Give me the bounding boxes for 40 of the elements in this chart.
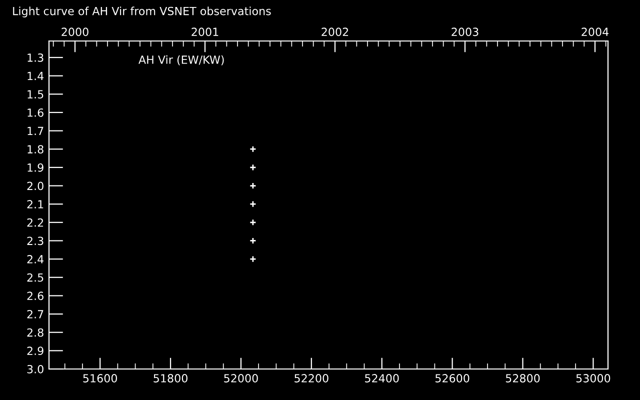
point xyxy=(249,200,256,208)
y-tick-label: 1.6 xyxy=(28,108,44,117)
y-tick-label: 1.4 xyxy=(28,72,44,80)
x2-tick-label: 2003 xyxy=(452,28,478,36)
y-tick-label: 2.3 xyxy=(27,236,44,246)
x-tick-label: 51800 xyxy=(154,374,188,382)
x2-tick-label: 2002 xyxy=(322,28,348,36)
y-tick-label: 2.6 xyxy=(27,292,44,300)
chart-title: Light curve of AH Vir from VSNET observations xyxy=(13,6,271,18)
y-tick-label: 2.2 xyxy=(27,218,44,227)
x2-tick-label: 2000 xyxy=(62,28,88,36)
point xyxy=(249,256,256,263)
x2-tick-label: 2004 xyxy=(582,28,609,36)
x-tick-label: 53000 xyxy=(576,374,610,382)
y-tick-label: 2.4 xyxy=(27,255,44,264)
x-tick-label: 52200 xyxy=(294,374,328,382)
annotation: AH Vir (EW/KW) xyxy=(138,55,224,66)
y-tick-label: 2.8 xyxy=(27,328,44,337)
y-tick-label: 2.7 xyxy=(27,310,44,318)
point xyxy=(249,146,256,153)
y-tick-label: 1.3 xyxy=(28,53,44,62)
x-tick-label: 52600 xyxy=(435,374,470,382)
y-tick-label: 2.5 xyxy=(27,273,44,282)
y-tick-label: 1.8 xyxy=(28,145,44,154)
y-tick-label: 2.0 xyxy=(27,182,44,190)
point xyxy=(249,218,256,226)
y-tick-label: 1.5 xyxy=(28,90,44,99)
y-tick-label: 1.7 xyxy=(28,126,44,136)
y-tick-label: 2.1 xyxy=(27,200,44,208)
x-tick-label: 51600 xyxy=(83,374,118,382)
point xyxy=(249,237,256,244)
point xyxy=(249,182,256,190)
y-tick-label: 1.9 xyxy=(28,163,44,172)
y-tick-label: 2.9 xyxy=(27,346,44,356)
x2-tick-label: 2001 xyxy=(192,28,218,36)
x-tick-label: 52400 xyxy=(365,374,399,382)
y-tick-label: 3.0 xyxy=(27,364,44,374)
x-tick-label: 52000 xyxy=(224,374,258,382)
point xyxy=(249,164,256,171)
x-tick-label: 52800 xyxy=(506,374,540,382)
